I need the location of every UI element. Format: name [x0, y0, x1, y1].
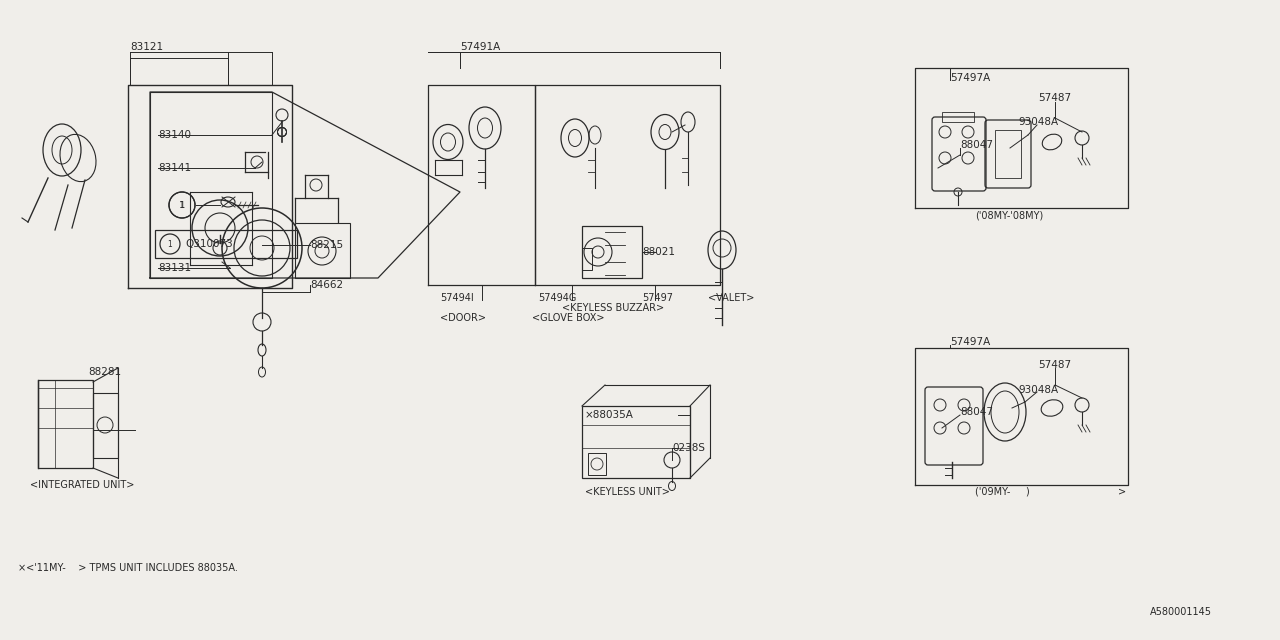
- Text: ×88035A: ×88035A: [585, 410, 634, 420]
- Text: 84662: 84662: [310, 280, 343, 290]
- Text: 88047: 88047: [960, 140, 993, 150]
- Text: >: >: [1117, 487, 1126, 497]
- Text: <GLOVE BOX>: <GLOVE BOX>: [532, 313, 604, 323]
- Bar: [582, 226, 643, 278]
- Text: 88215: 88215: [310, 240, 343, 250]
- Text: ×<'11MY-    > TPMS UNIT INCLUDES 88035A.: ×<'11MY- > TPMS UNIT INCLUDES 88035A.: [18, 563, 238, 573]
- Text: 93048A: 93048A: [1018, 385, 1059, 395]
- Text: <DOOR>: <DOOR>: [440, 313, 486, 323]
- Bar: [582, 248, 593, 270]
- Text: 57487: 57487: [1038, 360, 1071, 370]
- Text: 1: 1: [168, 239, 173, 248]
- Text: 88047: 88047: [960, 407, 993, 417]
- Text: 88021: 88021: [643, 247, 675, 257]
- Bar: [588, 453, 605, 475]
- Bar: [995, 130, 1021, 178]
- Text: 83131: 83131: [157, 263, 191, 273]
- Text: 88281: 88281: [88, 367, 122, 377]
- Text: ('09MY-     ): ('09MY- ): [975, 487, 1029, 497]
- Text: <VALET>: <VALET>: [708, 293, 754, 303]
- Text: 83140: 83140: [157, 130, 191, 140]
- Text: 93048A: 93048A: [1018, 117, 1059, 127]
- Text: 57487: 57487: [1038, 93, 1071, 103]
- Text: 57491A: 57491A: [460, 42, 500, 52]
- Text: 57497A: 57497A: [950, 73, 991, 83]
- Text: ('08MY-'08MY): ('08MY-'08MY): [975, 210, 1043, 220]
- Text: 1: 1: [179, 200, 184, 209]
- Text: <INTEGRATED UNIT>: <INTEGRATED UNIT>: [29, 480, 134, 490]
- Bar: [582, 406, 690, 478]
- Bar: [155, 230, 297, 258]
- Text: 57497: 57497: [643, 293, 673, 303]
- Text: 0238S: 0238S: [672, 443, 705, 453]
- Bar: [93, 393, 118, 458]
- Text: 57497A: 57497A: [950, 337, 991, 347]
- Text: <KEYLESS BUZZAR>: <KEYLESS BUZZAR>: [562, 303, 664, 313]
- Text: Q310073: Q310073: [186, 239, 233, 249]
- Text: 57494G: 57494G: [538, 293, 576, 303]
- Text: 83121: 83121: [131, 42, 163, 52]
- Text: A580001145: A580001145: [1149, 607, 1212, 617]
- Bar: [38, 380, 93, 468]
- Bar: [942, 112, 974, 122]
- Bar: [294, 223, 349, 278]
- Text: 57494I: 57494I: [440, 293, 474, 303]
- Text: 83141: 83141: [157, 163, 191, 173]
- Text: 1: 1: [179, 200, 184, 209]
- Text: <KEYLESS UNIT>: <KEYLESS UNIT>: [585, 487, 669, 497]
